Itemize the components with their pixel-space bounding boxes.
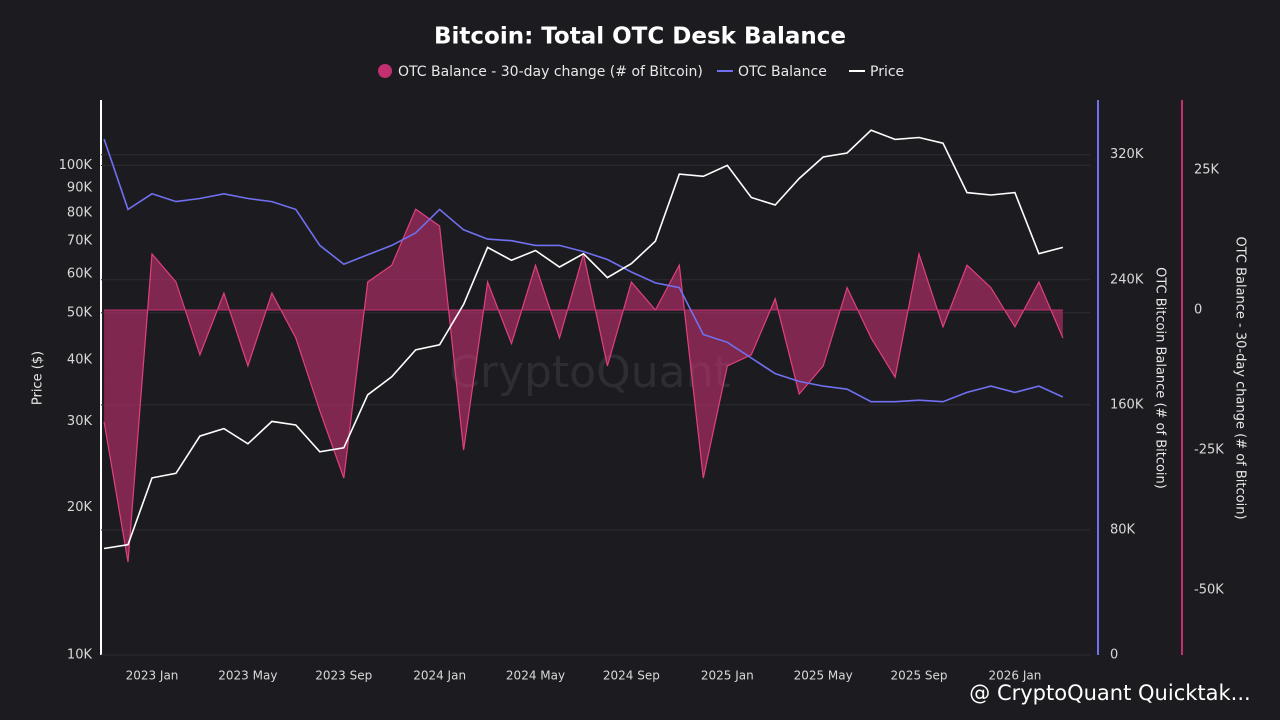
y3-tick-label: -50K: [1194, 583, 1224, 598]
y-tick-label: 20K: [67, 500, 93, 515]
x-tick-label: 2025 May: [794, 669, 853, 683]
y3-tick-label: -25K: [1194, 443, 1224, 458]
y-tick-label: 10K: [67, 648, 93, 663]
y-tick-label: 60K: [67, 267, 93, 282]
x-tick-label: 2024 Jan: [413, 669, 466, 683]
y2-tick-label: 320K: [1110, 147, 1144, 162]
x-tick-label: 2023 May: [218, 669, 277, 683]
y-tick-label: 50K: [67, 305, 93, 320]
x-tick-label: 2024 May: [506, 669, 565, 683]
x-tick-label: 2023 Sep: [315, 669, 372, 683]
legend-label: OTC Balance: [738, 64, 827, 80]
footer: @ CryptoQuant Quicktak...: [969, 681, 1250, 705]
series-line: [103, 138, 1064, 403]
y-tick-label: 90K: [67, 180, 93, 195]
legend-label: Price: [870, 64, 904, 80]
chart-title: Bitcoin: Total OTC Desk Balance: [434, 24, 846, 50]
x-tick-label: 2026 Jan: [988, 669, 1041, 683]
x-tick-label: 2025 Jan: [701, 669, 754, 683]
y3-axis-label: OTC Balance - 30-day change (# of Bitcoi…: [1233, 236, 1248, 519]
y-axis-label: Price ($): [31, 351, 46, 405]
x-tick-label: 2023 Jan: [126, 669, 179, 683]
y2-tick-label: 240K: [1110, 272, 1144, 287]
x-tick-label: 2025 Sep: [891, 669, 948, 683]
y2-tick-label: 160K: [1110, 397, 1144, 412]
legend-label: OTC Balance - 30-day change (# of Bitcoi…: [398, 64, 703, 80]
y3-tick-label: 0: [1194, 303, 1202, 318]
y2-axis-label: OTC Bitcoin Balance (# of Bitcoin): [1153, 267, 1168, 489]
y-tick-label: 100K: [59, 158, 93, 173]
y3-tick-label: 25K: [1194, 163, 1220, 178]
y-tick-label: 40K: [67, 353, 93, 368]
watermark: CryptoQuant: [449, 347, 731, 398]
y-tick-label: 80K: [67, 205, 93, 220]
y-tick-label: 30K: [67, 414, 93, 429]
y-tick-label: 70K: [67, 234, 93, 249]
x-tick-label: 2024 Sep: [603, 669, 660, 683]
series-line: [103, 129, 1064, 550]
y2-tick-label: 0: [1110, 648, 1118, 663]
legend-swatch: [378, 64, 392, 78]
y2-tick-label: 80K: [1110, 522, 1136, 537]
